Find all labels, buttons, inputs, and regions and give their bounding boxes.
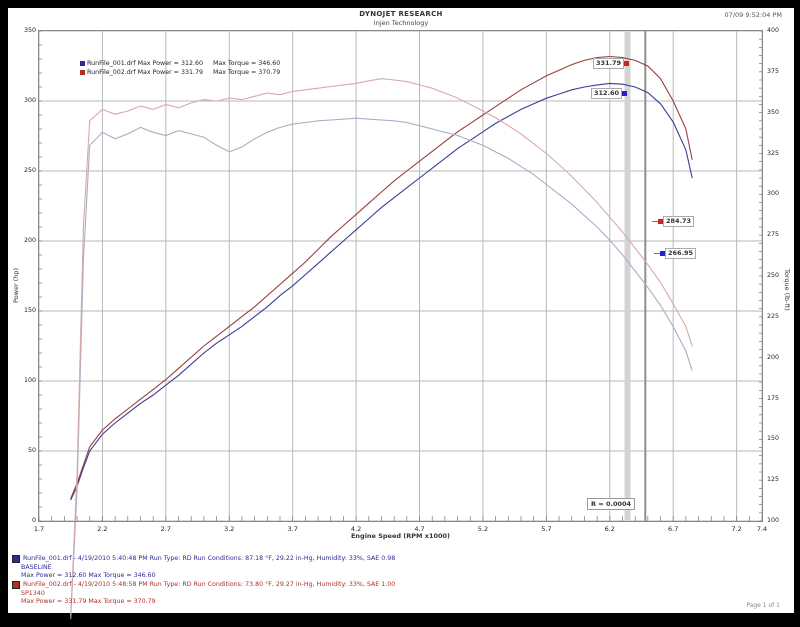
torque-tick-label: 200 bbox=[767, 353, 780, 361]
torque-tick-label: 250 bbox=[767, 272, 780, 279]
x-axis-title: Engine Speed (RPM x1000) bbox=[350, 532, 451, 540]
torque-tick-label: 325 bbox=[767, 149, 780, 157]
run-swatch-red bbox=[12, 581, 20, 590]
dyno-plot-area: 1.7 2.2 2.7 3.2 3.7 4.2 4.7 5.2 5.7 6.2 6.7 7.2 7.4 … bbox=[12, 27, 791, 620]
peak-power-callout-red: 331.79 bbox=[593, 58, 630, 69]
peak-power-callout-blue: 312.60 bbox=[591, 88, 628, 99]
blue-peak-marker-icon bbox=[622, 91, 628, 96]
blue-point-marker-icon bbox=[660, 251, 665, 256]
report-title: DYNOJET RESEARCH bbox=[359, 10, 443, 18]
chart-legend: RunFile_001.drf Max Power = 312.60 Max T… bbox=[80, 59, 280, 77]
svg-text:7.2: 7.2 bbox=[731, 525, 741, 533]
power-tick-label: 100 bbox=[23, 377, 36, 384]
dyno-chart-canvas: 1.7 2.2 2.7 3.2 3.7 4.2 4.7 5.2 5.7 6.2 6.7 7.2 7.4 bbox=[34, 30, 767, 620]
run-note: SP1340 bbox=[21, 589, 45, 597]
legend-swatch-red bbox=[80, 70, 85, 75]
torque-tick-label: 125 bbox=[767, 476, 780, 484]
red-peak-marker-icon bbox=[624, 61, 630, 66]
svg-text:7.4: 7.4 bbox=[757, 525, 767, 533]
callout-leader-line bbox=[654, 253, 660, 254]
torque-tick-label: 300 bbox=[767, 190, 780, 198]
torque-tick-label: 225 bbox=[767, 312, 780, 320]
correlation-annotation: R = 0.0004 bbox=[587, 498, 636, 510]
torque-tick-label: 400 bbox=[767, 27, 780, 34]
legend-torque-label: Max Torque = 370.79 bbox=[212, 69, 281, 76]
torque-tick-label: 375 bbox=[767, 67, 780, 75]
torque-cursor-callout-red: 284.73 bbox=[652, 216, 695, 227]
power-tick-label: 350 bbox=[23, 27, 36, 34]
page-number: Page 1 of 1 bbox=[746, 602, 780, 609]
run-stats: Max Power = 331.79 Max Torque = 370.79 bbox=[21, 598, 156, 605]
legend-row-sp1340: RunFile_002.drf Max Power = 331.79 Max T… bbox=[80, 68, 280, 77]
legend-row-baseline: RunFile_001.drf Max Power = 312.60 Max T… bbox=[80, 59, 280, 68]
svg-text:2.2: 2.2 bbox=[97, 525, 107, 533]
torque-cursor-callout-blue: 266.95 bbox=[654, 248, 697, 259]
red-point-marker-icon bbox=[658, 219, 663, 224]
svg-text:6.7: 6.7 bbox=[668, 525, 678, 533]
torque-axis-title: Torque (lb-ft) bbox=[783, 269, 791, 311]
svg-text:2.7: 2.7 bbox=[161, 525, 171, 533]
legend-torque-label: Max Torque = 346.60 bbox=[212, 60, 281, 67]
svg-text:3.7: 3.7 bbox=[288, 525, 298, 533]
run-details: RunFile_001.drf - 4/19/2010 5:40:48 PM R… bbox=[23, 555, 396, 562]
svg-text:3.2: 3.2 bbox=[224, 525, 234, 533]
power-tick-label: 200 bbox=[23, 237, 36, 244]
run-swatch-blue bbox=[12, 555, 20, 564]
power-tick-label: 150 bbox=[23, 307, 36, 314]
legend-file-label: RunFile_002.drf Max Power = 331.79 bbox=[87, 69, 203, 76]
run-note: BASELINE bbox=[21, 563, 52, 571]
callout-leader-line bbox=[652, 221, 658, 222]
svg-text:4.2: 4.2 bbox=[351, 525, 361, 533]
dyno-sheet: DYNOJET RESEARCH Injen Technology 07/09 … bbox=[8, 8, 794, 620]
svg-text:1.7: 1.7 bbox=[34, 525, 44, 533]
power-axis-title: Power (hp) bbox=[12, 267, 20, 303]
run-info-sp1340: RunFile_002.drf - 4/19/2010 5:48:58 PM R… bbox=[12, 581, 395, 607]
run-info-baseline: RunFile_001.drf - 4/19/2010 5:40:48 PM R… bbox=[12, 555, 395, 581]
legend-file-label: RunFile_001.drf Max Power = 312.60 bbox=[87, 60, 203, 67]
power-tick-label: 300 bbox=[23, 97, 36, 104]
report-subtitle: Injen Technology bbox=[373, 19, 429, 27]
run-stats: Max Power = 312.60 Max Torque = 346.60 bbox=[21, 572, 156, 579]
report-timestamp: 07/09 9:52:04 PM bbox=[724, 11, 782, 19]
svg-text:5.2: 5.2 bbox=[478, 525, 488, 533]
legend-swatch-blue bbox=[80, 61, 85, 66]
run-details: RunFile_002.drf - 4/19/2010 5:48:58 PM R… bbox=[23, 581, 396, 588]
torque-tick-label: 350 bbox=[767, 108, 780, 116]
torque-tick-label: 150 bbox=[767, 435, 780, 443]
power-tick-label: 0 bbox=[31, 517, 36, 524]
svg-text:6.2: 6.2 bbox=[605, 525, 615, 533]
torque-tick-label: 275 bbox=[767, 231, 780, 239]
svg-text:5.7: 5.7 bbox=[541, 525, 551, 533]
power-tick-label: 50 bbox=[27, 447, 36, 454]
svg-text:4.7: 4.7 bbox=[414, 525, 424, 533]
power-tick-label: 250 bbox=[23, 167, 36, 174]
torque-tick-label: 175 bbox=[767, 394, 780, 402]
torque-tick-label: 100 bbox=[767, 517, 780, 524]
